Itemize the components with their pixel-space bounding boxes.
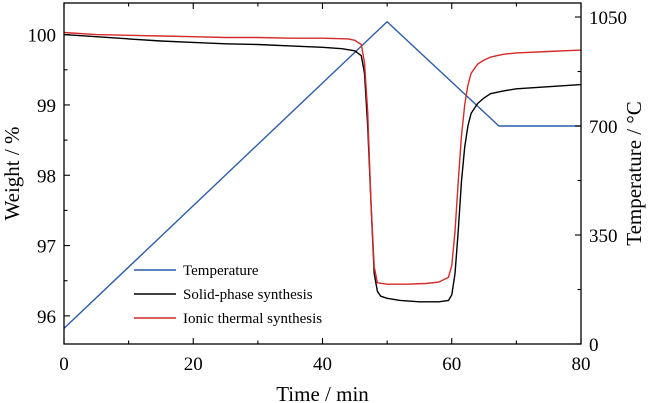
y-left-tick-label: 100 [28,26,57,47]
x-tick-label: 20 [184,354,203,375]
series-line-1 [63,33,582,303]
x-tick-label: 40 [313,354,332,375]
x-axis-title: Time / min [276,382,369,403]
x-tick-label: 0 [59,354,69,375]
ticks-layer: 0 20 40 60 80 96 97 98 99 100 0 350 700 1050 [28,3,627,375]
y-left-axis-title: Weight / % [0,127,24,221]
y-right-tick-label: 700 [589,117,618,138]
legend-label-ionic-thermal: Ionic thermal synthesis [183,311,322,327]
series-line-2 [63,31,582,285]
series-line-0 [63,21,581,329]
legend: Temperature Solid-phase synthesis Ionic … [134,263,322,327]
legend-label-temperature: Temperature [183,263,259,279]
y-right-tick-label: 350 [589,226,618,247]
y-right-tick-label: 0 [589,335,599,356]
x-tick-label: 80 [572,354,591,375]
y-left-tick-label: 98 [37,166,56,187]
legend-label-solid-phase: Solid-phase synthesis [183,287,313,303]
y-left-tick-label: 97 [37,237,56,258]
y-left-tick-label: 96 [37,307,56,328]
x-tick-label: 60 [442,354,461,375]
y-right-tick-label: 1050 [589,8,627,29]
y-left-tick-label: 99 [37,96,56,117]
series-layer [63,21,582,329]
y-right-axis-title: Temperature / °C [622,101,646,246]
